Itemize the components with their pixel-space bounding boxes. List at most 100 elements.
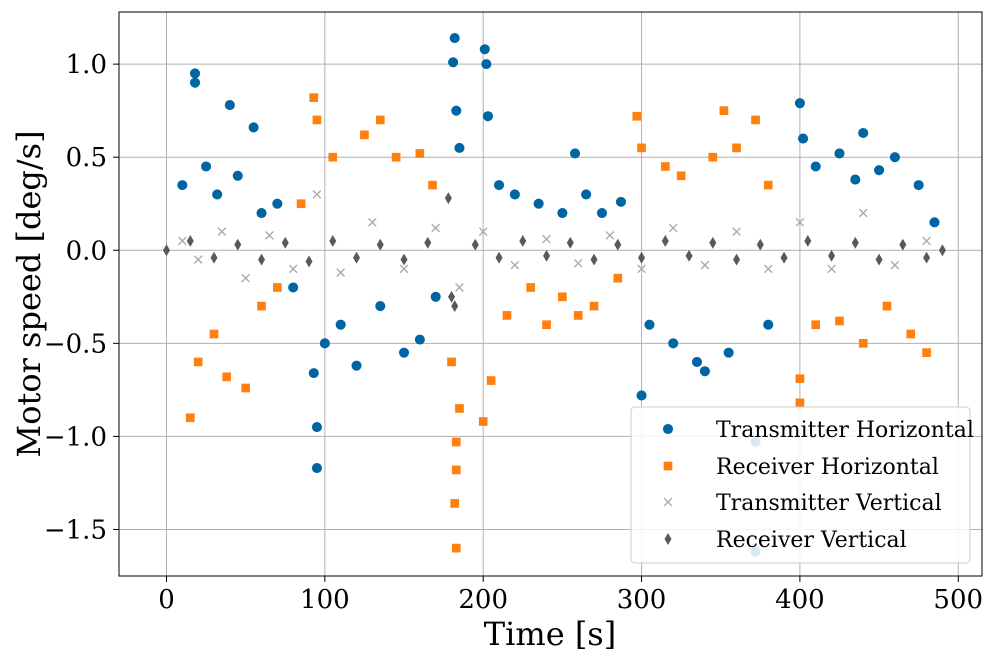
- receiver-vertical-point: [938, 244, 946, 257]
- transmitter-horizontal-point: [319, 338, 330, 349]
- receiver-vertical-point: [828, 249, 836, 262]
- transmitter-horizontal-point: [615, 196, 627, 207]
- transmitter-horizontal-point: [311, 462, 322, 474]
- receiver-horizontal-point: [222, 372, 232, 382]
- y-tick-label: 0.5: [66, 143, 107, 173]
- transmitter-vertical-point: [478, 227, 488, 236]
- receiver-vertical-point: [804, 235, 812, 247]
- transmitter-vertical-point: [858, 208, 868, 218]
- x-tick-label: 200: [458, 585, 508, 615]
- receiver-horizontal-point: [811, 320, 821, 330]
- transmitter-horizontal-point: [482, 111, 493, 122]
- transmitter-horizontal-point: [448, 57, 459, 68]
- receiver-vertical-point: [614, 238, 622, 251]
- receiver-horizontal-point: [573, 311, 583, 320]
- transmitter-vertical-point: [732, 227, 741, 236]
- receiver-horizontal-point: [185, 413, 195, 423]
- data-points: [163, 33, 946, 557]
- receiver-horizontal-point: [486, 376, 496, 385]
- transmitter-horizontal-point: [581, 189, 592, 200]
- transmitter-horizontal-point: [288, 282, 299, 293]
- receiver-horizontal-point: [795, 374, 805, 384]
- transmitter-horizontal-point: [189, 68, 201, 79]
- transmitter-vertical-point: [312, 190, 322, 199]
- transmitter-vertical-point: [399, 264, 409, 274]
- transmitter-horizontal-point: [668, 338, 679, 349]
- transmitter-horizontal-point: [430, 291, 441, 302]
- receiver-horizontal-point: [906, 329, 916, 339]
- transmitter-horizontal-point: [449, 33, 460, 44]
- receiver-horizontal-point: [542, 320, 551, 330]
- transmitter-horizontal-point: [858, 127, 869, 139]
- transmitter-vertical-point: [542, 234, 551, 244]
- receiver-vertical-point: [281, 236, 289, 249]
- receiver-horizontal-point: [309, 93, 319, 102]
- transmitter-horizontal-point: [834, 148, 845, 159]
- transmitter-vertical-point: [573, 258, 583, 268]
- receiver-horizontal-point: [882, 301, 892, 311]
- receiver-vertical-point: [210, 251, 218, 264]
- legend-label-receiver-vertical: Receiver Vertical: [716, 528, 907, 553]
- legend-markers: [662, 423, 674, 545]
- receiver-vertical-point: [471, 238, 479, 251]
- transmitter-vertical-point: [217, 227, 227, 236]
- receiver-horizontal-point: [375, 115, 385, 125]
- transmitter-vertical-point: [368, 217, 377, 227]
- transmitter-vertical-point: [241, 273, 251, 283]
- receiver-horizontal-point: [835, 316, 844, 326]
- transmitter-horizontal-point: [248, 122, 259, 133]
- transmitter-vertical-point: [922, 236, 931, 246]
- x-tick-label: 300: [617, 585, 667, 615]
- legend-box: [630, 406, 971, 564]
- transmitter-horizontal-point: [557, 207, 568, 219]
- y-tick-label: −0.5: [44, 329, 107, 359]
- y-tick-label: 0.0: [66, 236, 107, 266]
- receiver-horizontal-point: [447, 357, 456, 367]
- ticks: 0 100 200 300 400 500 −1.5 −1.0 −0.5 0.0 0.5 1.0: [44, 50, 983, 615]
- receiver-horizontal-point: [391, 152, 401, 162]
- receiver-horizontal-point: [451, 543, 461, 553]
- receiver-horizontal-point: [273, 283, 282, 292]
- receiver-vertical-point: [638, 251, 646, 264]
- receiver-vertical-point: [780, 251, 788, 264]
- receiver-vertical-point: [851, 236, 859, 249]
- legend-marker-transmitter-horizontal: [662, 423, 674, 435]
- receiver-vertical-point: [451, 300, 459, 313]
- transmitter-horizontal-point: [256, 207, 267, 219]
- transmitter-horizontal-point: [311, 422, 322, 433]
- transmitter-horizontal-point: [723, 347, 734, 358]
- receiver-horizontal-point: [209, 329, 219, 339]
- transmitter-horizontal-point: [570, 148, 581, 159]
- receiver-vertical-point: [875, 253, 883, 266]
- receiver-horizontal-point: [193, 357, 203, 367]
- x-tick-label: 500: [933, 585, 983, 615]
- transmitter-horizontal-point: [212, 189, 223, 200]
- receiver-horizontal-point: [296, 199, 306, 209]
- receiver-vertical-point: [685, 249, 693, 262]
- receiver-vertical-point: [353, 251, 361, 264]
- receiver-horizontal-point: [708, 152, 718, 162]
- receiver-vertical-point: [444, 192, 452, 205]
- receiver-horizontal-point: [751, 115, 760, 125]
- transmitter-vertical-point: [336, 268, 346, 277]
- transmitter-vertical-point: [637, 264, 646, 274]
- legend-marker-receiver-horizontal: [663, 461, 673, 471]
- receiver-vertical-point: [400, 253, 408, 266]
- receiver-horizontal-point: [451, 465, 461, 475]
- receiver-vertical-point: [234, 238, 242, 251]
- receiver-horizontal-point: [428, 180, 437, 190]
- transmitter-horizontal-point: [479, 44, 490, 55]
- transmitter-horizontal-point: [798, 133, 809, 144]
- receiver-horizontal-point: [360, 130, 369, 140]
- transmitter-vertical-point: [265, 231, 274, 240]
- transmitter-horizontal-point: [699, 366, 710, 377]
- transmitter-vertical-point: [827, 264, 836, 274]
- transmitter-horizontal-point: [375, 301, 386, 312]
- transmitter-horizontal-point: [335, 319, 346, 330]
- receiver-horizontal-point: [795, 398, 805, 408]
- receiver-horizontal-point: [241, 383, 251, 393]
- transmitter-horizontal-point: [414, 334, 425, 345]
- receiver-vertical-point: [329, 235, 337, 247]
- receiver-horizontal-point: [257, 301, 266, 311]
- transmitter-horizontal-point: [913, 180, 924, 191]
